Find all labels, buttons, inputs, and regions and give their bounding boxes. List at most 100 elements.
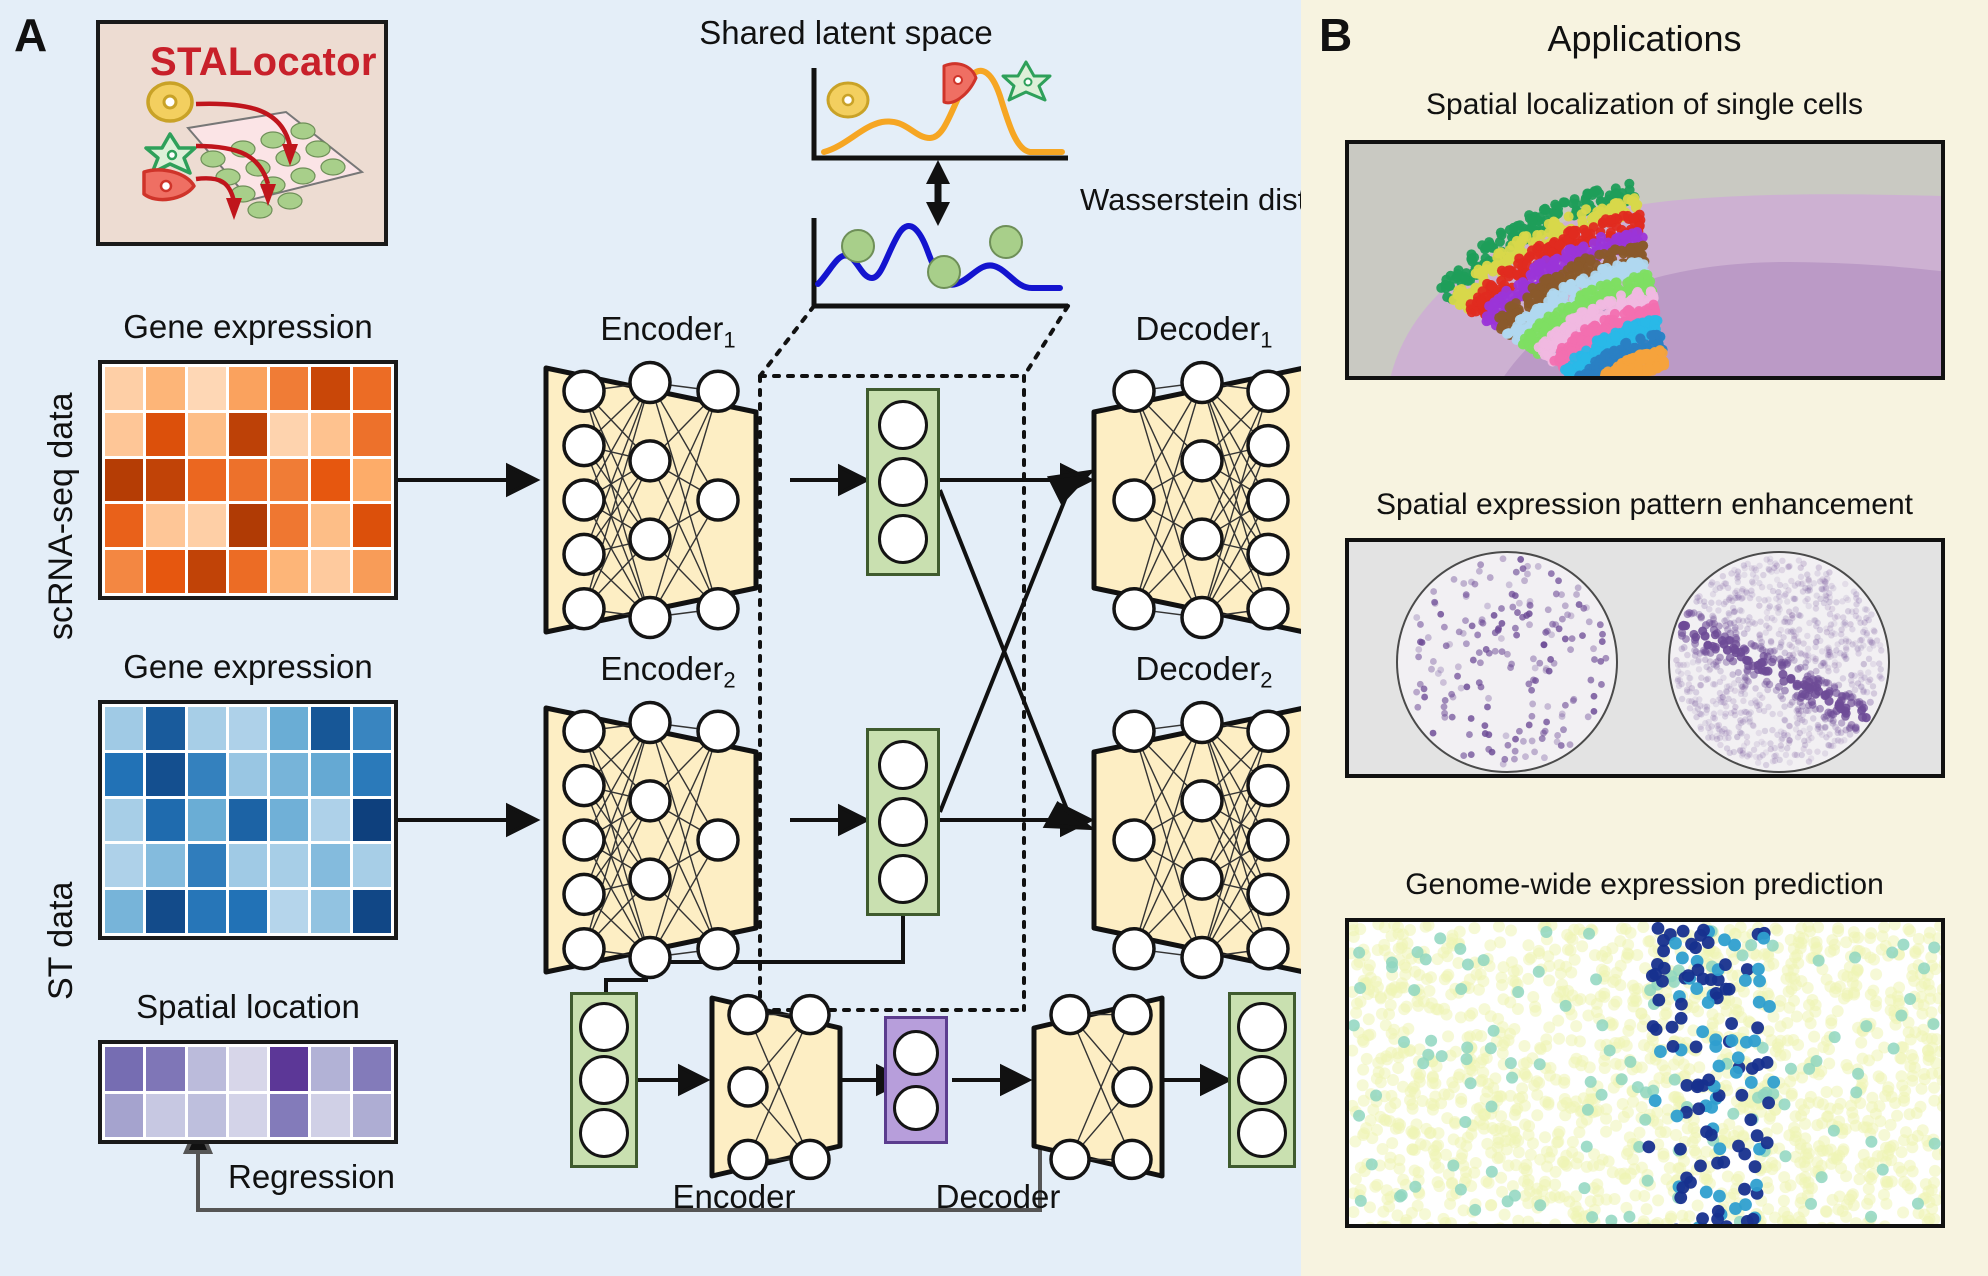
- data-point: [1517, 1057, 1530, 1070]
- data-point: [1608, 1193, 1621, 1206]
- data-point: [1509, 1159, 1522, 1172]
- data-point: [1857, 683, 1865, 690]
- data-point: [1739, 585, 1746, 593]
- data-point: [1931, 1148, 1941, 1161]
- data-point: [1732, 594, 1739, 602]
- data-point: [1611, 277, 1622, 288]
- data-point: [1861, 606, 1869, 613]
- data-point: [1818, 731, 1826, 738]
- data-point: [1796, 612, 1803, 619]
- gene-expression-title-st: Gene expression: [123, 648, 373, 685]
- data-point: [1678, 631, 1686, 640]
- data-point: [1744, 1076, 1758, 1089]
- data-point: [1525, 269, 1536, 280]
- data-point: [1598, 681, 1605, 688]
- data-point: [1446, 1076, 1459, 1089]
- data-point: [1600, 1112, 1613, 1125]
- data-point: [1729, 671, 1737, 678]
- data-point: [1696, 710, 1704, 717]
- data-point: [1845, 1099, 1858, 1112]
- data-point: [1504, 1133, 1517, 1146]
- data-point: [1776, 581, 1784, 589]
- data-point: [1926, 1067, 1939, 1080]
- data-point: [1733, 571, 1741, 578]
- data-point: [1751, 565, 1758, 572]
- data-point: [1822, 592, 1829, 599]
- data-point: [1679, 620, 1689, 630]
- data-point: [1847, 698, 1856, 708]
- data-point: [1544, 1191, 1557, 1204]
- latent-node: [579, 1054, 629, 1105]
- data-point: [1821, 750, 1829, 757]
- data-point: [1758, 738, 1765, 746]
- data-point: [1610, 1119, 1623, 1132]
- data-point: [1713, 1189, 1726, 1203]
- data-point: [1812, 638, 1820, 645]
- data-point: [1826, 625, 1834, 632]
- data-point: [1814, 721, 1822, 729]
- data-point: [1750, 722, 1757, 730]
- data-point: [1812, 600, 1820, 607]
- data-point: [1743, 666, 1752, 675]
- data-point: [1762, 761, 1770, 769]
- data-point: [1485, 731, 1493, 739]
- data-point: [1834, 1097, 1847, 1110]
- data-point: [1906, 1133, 1919, 1146]
- data-point: [1516, 1082, 1529, 1095]
- data-point: [1740, 685, 1747, 693]
- data-point: [1830, 1151, 1843, 1164]
- network-node: [696, 478, 740, 522]
- heatmap-cell: [352, 798, 391, 842]
- data-point: [1534, 240, 1545, 251]
- data-point: [1794, 665, 1802, 673]
- data-point: [1731, 607, 1739, 615]
- data-point: [1454, 672, 1461, 680]
- data-point: [1536, 229, 1547, 240]
- data-point: [1789, 615, 1796, 622]
- data-point: [1477, 1122, 1490, 1135]
- data-point: [1842, 726, 1850, 734]
- data-point: [1582, 1009, 1595, 1022]
- data-point: [1928, 941, 1941, 954]
- data-point: [1505, 311, 1516, 322]
- data-point: [1824, 945, 1837, 958]
- data-point: [1860, 661, 1868, 668]
- data-point: [1349, 1173, 1362, 1186]
- heatmap-cell: [105, 367, 144, 410]
- data-point: [1730, 698, 1737, 705]
- data-point: [1598, 987, 1611, 1000]
- data-point: [1469, 1203, 1482, 1216]
- data-point: [1786, 736, 1793, 744]
- network-node: [1180, 700, 1224, 745]
- data-point: [1674, 661, 1682, 668]
- data-point: [1781, 964, 1794, 977]
- data-point: [1674, 1142, 1687, 1156]
- data-point: [1848, 671, 1855, 679]
- data-point: [1416, 680, 1424, 688]
- data-point: [1814, 634, 1821, 641]
- data-point: [1558, 1076, 1571, 1089]
- data-point: [1485, 1146, 1498, 1159]
- data-point: [1448, 1115, 1461, 1128]
- data-point: [1877, 666, 1884, 673]
- data-point: [1824, 696, 1834, 706]
- data-point: [1691, 1199, 1704, 1212]
- data-point: [1587, 676, 1595, 684]
- data-point: [1542, 665, 1550, 672]
- data-point: [1719, 694, 1726, 701]
- data-point: [1657, 347, 1668, 358]
- data-point: [1798, 1104, 1811, 1117]
- data-point: [1623, 1131, 1636, 1144]
- data-point: [1736, 949, 1749, 962]
- data-point: [1568, 228, 1579, 239]
- data-point: [1841, 708, 1851, 718]
- data-point: [1605, 1019, 1618, 1032]
- data-point: [1633, 1140, 1646, 1153]
- data-point: [1893, 981, 1906, 994]
- data-point: [1615, 366, 1626, 376]
- data-point: [1709, 986, 1723, 1000]
- data-point: [1752, 697, 1759, 704]
- data-point: [1677, 661, 1684, 669]
- data-point: [1781, 1017, 1794, 1030]
- data-point: [1713, 732, 1720, 740]
